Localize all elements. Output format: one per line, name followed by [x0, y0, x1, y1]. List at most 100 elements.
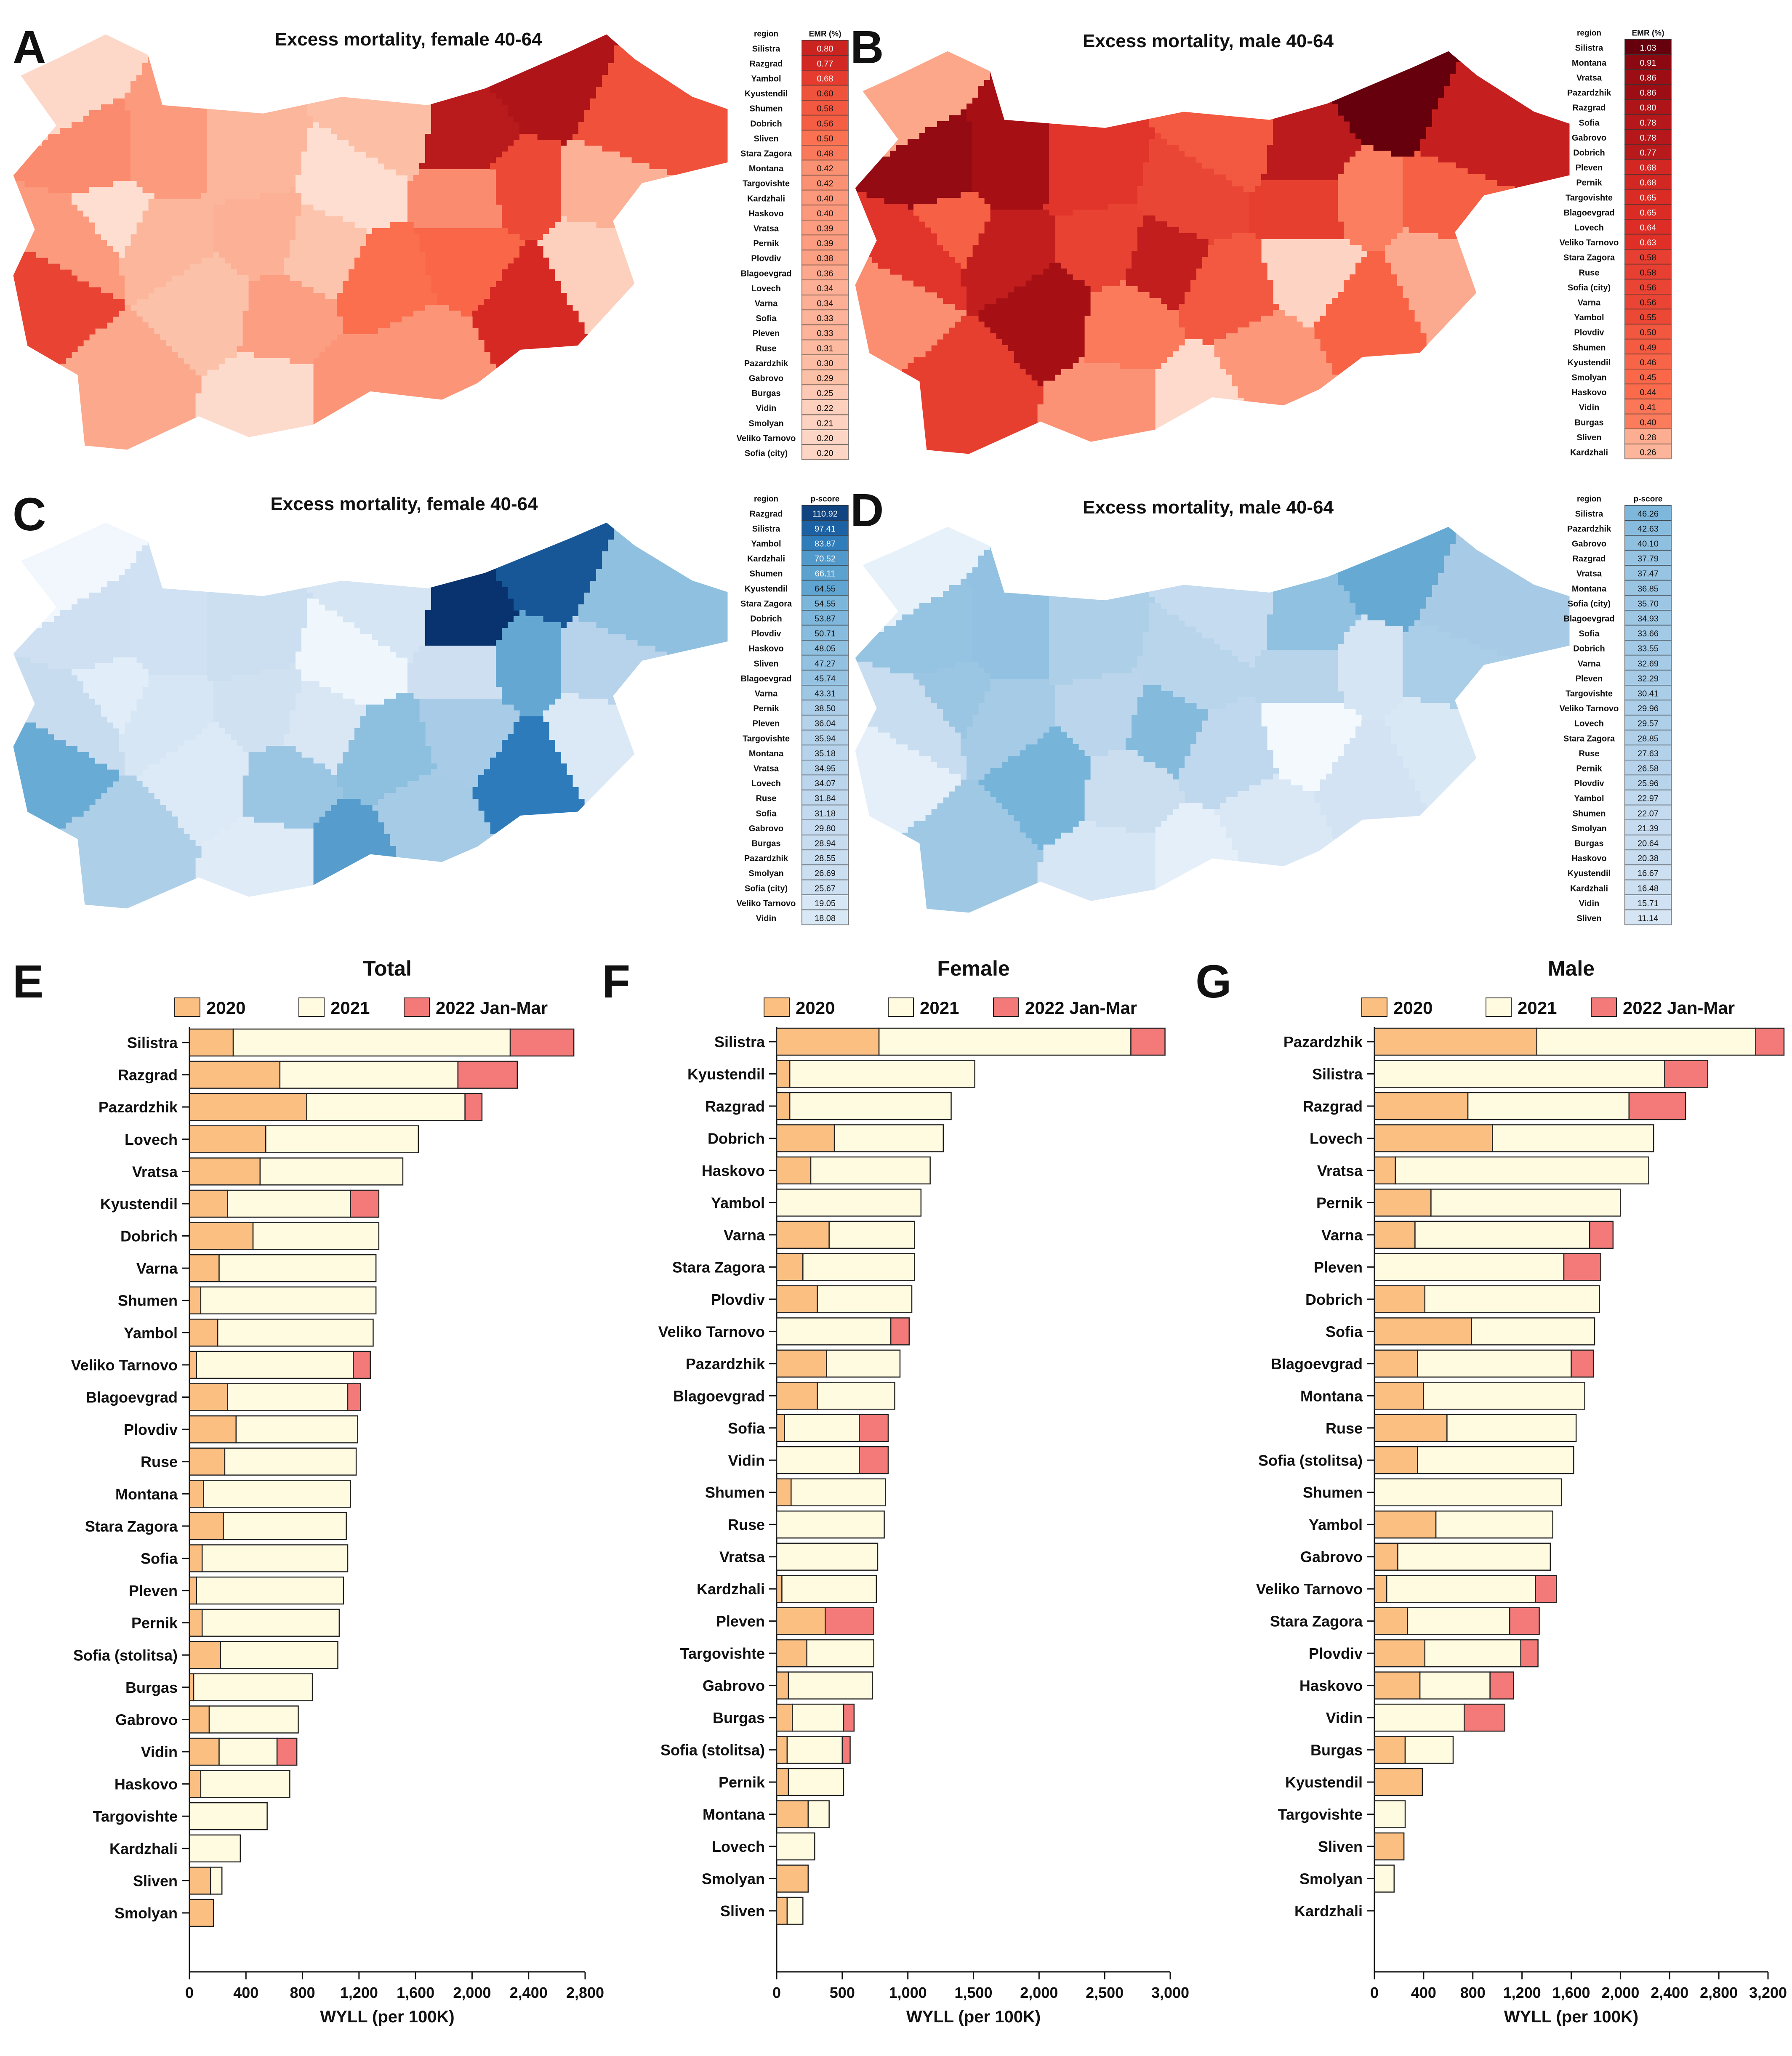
table-value-text: 0.40: [1640, 418, 1656, 427]
table-value-cell: [1624, 745, 1672, 761]
map-region: [913, 192, 991, 269]
map-region: [213, 663, 302, 752]
bar-chart-male: Male 2020 2021 2022 Jan-Mar Pazardzhik Silist…: [1256, 957, 1787, 2026]
category-label: Lovech: [1310, 1130, 1363, 1147]
category-label: Sliven: [1318, 1838, 1363, 1855]
category-label: Shumen: [705, 1484, 765, 1501]
table-value-cell: [1624, 640, 1672, 656]
bar-segment-2020: [189, 1093, 307, 1121]
bar-segment-2021: [1417, 1446, 1574, 1474]
category-label: Kardzhali: [1294, 1902, 1363, 1920]
table-value-text: 31.84: [815, 794, 836, 803]
category-label: Pernik: [719, 1774, 765, 1791]
bar-segment-2021: [210, 1867, 223, 1895]
legend-swatch: [1591, 997, 1617, 1017]
bar-segment-2020: [1374, 1832, 1405, 1861]
table-row: Burgas 0.40: [1575, 413, 1672, 429]
category-label: Stara Zagora: [1270, 1613, 1363, 1630]
table-row: Haskovo 48.05: [748, 640, 849, 656]
bar-segment-2022-jan-mar: [841, 1736, 851, 1764]
category-label: Sofia: [1326, 1323, 1363, 1340]
table-row: Montana 0.42: [749, 160, 849, 176]
bar-segment-2020: [189, 1447, 226, 1476]
category-label: Sofia: [141, 1550, 178, 1567]
table-header-value: EMR (%): [809, 30, 841, 39]
legend-label: 2022 Jan-Mar: [1025, 998, 1137, 1018]
table-row: Pernik 0.39: [753, 234, 849, 250]
category-label: Vratsa: [719, 1548, 765, 1566]
bar-segment-2020: [1374, 1382, 1425, 1410]
table-value-text: 33.66: [1638, 629, 1659, 638]
bar-segment-2020: [776, 1349, 827, 1378]
table-row: Sofia 31.18: [756, 804, 849, 820]
table-region-name: Montana: [749, 749, 784, 758]
bar-segment-2020: [776, 1768, 789, 1796]
table-region-name: Vratsa: [754, 224, 779, 234]
table-value-text: 0.56: [1640, 283, 1656, 293]
table-row: Pazardzhik 0.86: [1567, 84, 1672, 100]
table-region-name: Gabrovo: [749, 824, 783, 833]
table-value-cell: [1624, 610, 1672, 626]
table-value-text: 0.77: [1640, 149, 1656, 158]
map-region: [284, 205, 367, 299]
choropleth-map-a: [12, 33, 729, 451]
table-row: Plovdiv 0.38: [751, 250, 849, 266]
table-region-name: Vratsa: [1576, 569, 1602, 579]
table-region-name: Varna: [755, 689, 778, 699]
table-value-cell: [801, 130, 849, 146]
table-value-text: 18.08: [815, 914, 836, 923]
table-row: Kyustendil 0.46: [1568, 354, 1672, 370]
table-row: Razgrad 0.77: [750, 55, 849, 71]
x-tick-label: 2,000: [1020, 1984, 1058, 2001]
bar-segment-2021: [1430, 1189, 1621, 1217]
category-label: Yambol: [124, 1324, 178, 1341]
table-value-cell: [801, 745, 849, 761]
table-value-text: 27.63: [1638, 749, 1659, 758]
table-row: Montana 36.85: [1572, 580, 1672, 596]
table-value-text: 0.55: [1640, 313, 1656, 322]
choropleth-map-b: [854, 50, 1571, 455]
category-label: Plovdiv: [711, 1291, 765, 1308]
table-value-text: 0.46: [1640, 358, 1656, 367]
table-value-text: 97.41: [815, 524, 836, 534]
map-region: [978, 726, 1091, 851]
category-label: Targovishte: [1278, 1806, 1363, 1823]
table-row: Stara Zagora 0.48: [740, 145, 849, 161]
bar-segment-2020: [189, 1641, 221, 1669]
bar-segment-2021: [1423, 1382, 1585, 1410]
table-value-text: 0.28: [1640, 433, 1656, 442]
table-value-cell: [1624, 700, 1672, 715]
table-value-text: 25.96: [1638, 779, 1659, 788]
table-region-name: Shumen: [1573, 809, 1606, 818]
category-label: Gabrovo: [703, 1677, 765, 1694]
table-header-value: p-score: [811, 495, 840, 504]
table-row: Sofia (city) 25.67: [745, 879, 849, 895]
bar-segment-2021: [786, 1896, 804, 1925]
bar-segment-2020: [189, 1576, 197, 1605]
table-value-cell: [1624, 595, 1672, 611]
bar-segment-2021: [306, 1093, 466, 1121]
table-region-name: Varna: [1578, 298, 1601, 308]
table-region-name: Haskovo: [1571, 854, 1606, 863]
bar-segment-2021: [224, 1447, 357, 1476]
table-value-cell: [1624, 324, 1672, 340]
category-label: Sofia (stolitsa): [1258, 1452, 1363, 1469]
bar-segment-2021: [265, 1125, 419, 1154]
table-row: Vratsa 0.86: [1576, 69, 1672, 85]
panel-label-d: D: [850, 484, 884, 536]
bar-segment-2021: [1397, 1543, 1551, 1571]
table-value-text: 0.42: [817, 179, 833, 189]
table-value-cell: [1624, 804, 1672, 820]
bar-segment-2022-jan-mar: [347, 1383, 361, 1411]
category-label: Burgas: [125, 1679, 178, 1696]
table-row: Pleven 0.68: [1576, 159, 1672, 175]
table-region-name: Sliven: [754, 134, 779, 144]
table-value-cell: [1624, 189, 1672, 205]
bar-segment-2020: [189, 1351, 197, 1379]
category-label: Gabrovo: [1300, 1548, 1363, 1566]
table-region-name: Burgas: [752, 389, 781, 398]
panel-label-g: G: [1196, 956, 1232, 1008]
map-region: [1084, 280, 1185, 369]
table-region-name: Razgrad: [1573, 554, 1606, 564]
